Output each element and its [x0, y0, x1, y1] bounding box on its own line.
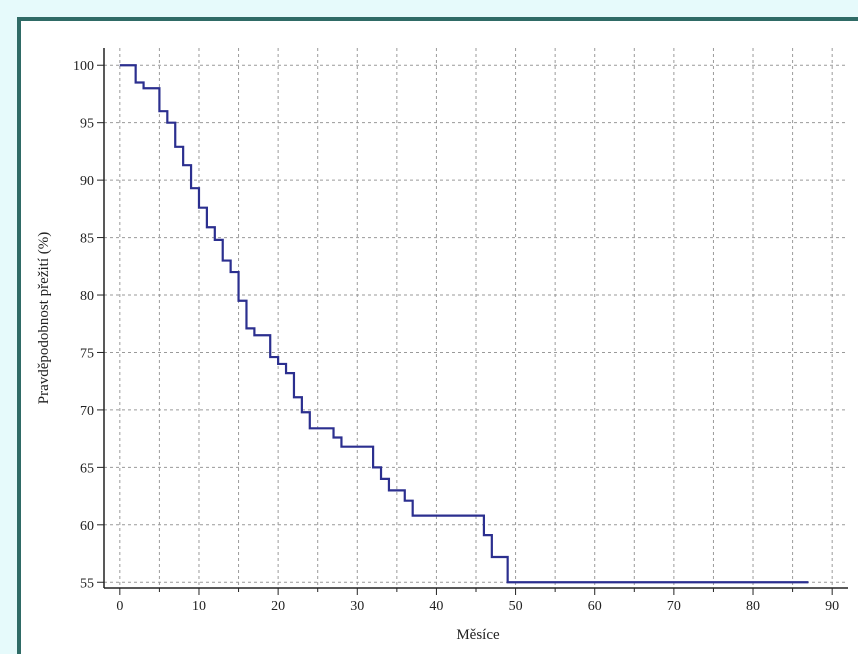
- survival-curve: [119, 64, 809, 584]
- x-tick-label: 30: [350, 599, 364, 614]
- x-axis-title: Měsíce: [456, 627, 500, 643]
- y-tick-label: 85: [80, 232, 94, 247]
- ticks: 0 10 20 30 40 50 60 70 80 90 55 60 65 70 75 80 85 90 95 100: [73, 59, 839, 614]
- x-tick-label: 10: [192, 599, 206, 614]
- x-tick-label: 60: [588, 599, 602, 614]
- x-tick-label: 70: [667, 599, 681, 614]
- series: [119, 64, 809, 584]
- grid: [104, 48, 848, 588]
- y-tick-label: 75: [80, 346, 94, 361]
- y-tick-label: 60: [80, 519, 94, 534]
- y-tick-label: 70: [80, 404, 94, 419]
- x-tick-label: 20: [271, 599, 285, 614]
- x-tick-label: 40: [429, 599, 443, 614]
- x-tick-label: 90: [825, 599, 839, 614]
- y-tick-label: 90: [80, 174, 94, 189]
- y-tick-label: 55: [80, 576, 94, 591]
- y-tick-label: 80: [80, 289, 94, 304]
- x-tick-label: 0: [116, 599, 123, 614]
- x-tick-label: 80: [746, 599, 760, 614]
- x-tick-label: 50: [509, 599, 523, 614]
- y-axis-title: Pravděpodobnost přežití (%): [36, 232, 52, 404]
- y-tick-label: 100: [73, 59, 94, 74]
- y-tick-label: 65: [80, 461, 94, 476]
- y-tick-label: 95: [80, 117, 94, 132]
